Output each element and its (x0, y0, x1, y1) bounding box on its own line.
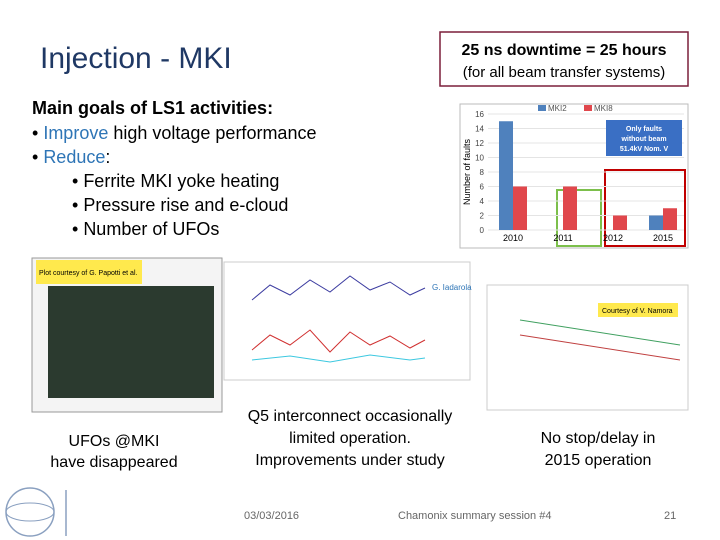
caption: have disappeared (50, 454, 177, 471)
footer-page: 21 (664, 510, 676, 522)
bar (613, 215, 627, 230)
y-tick-label: 10 (475, 154, 484, 163)
x-tick-label: 2015 (653, 233, 673, 243)
goal-text: high voltage performance (108, 123, 316, 143)
footer-date: 03/03/2016 (244, 510, 299, 522)
risetime-note-bg (598, 303, 678, 317)
goal-subitem: • Ferrite MKI yoke heating (72, 171, 279, 191)
annotation: without beam (620, 136, 666, 143)
cern-logo (5, 487, 67, 537)
footer-event: Chamonix summary session #4 (398, 510, 551, 522)
subitem-text: Number of UFOs (83, 219, 219, 239)
caption: 2015 operation (545, 452, 652, 469)
goal-text: : (105, 147, 110, 167)
summary-box (439, 31, 689, 87)
y-axis-label: Number of faults (462, 138, 472, 205)
box-subline: (for all beam transfer systems) (463, 64, 666, 81)
ufo-note-bg (36, 260, 142, 284)
subitem-text: Pressure rise and e-cloud (83, 195, 288, 215)
legend-label: MKI2 (548, 104, 567, 113)
x-tick-label: 2011 (553, 233, 572, 243)
caption: Q5 interconnect occasionally (248, 408, 453, 425)
y-tick-label: 16 (475, 110, 484, 119)
x-tick-label: 2010 (503, 233, 523, 243)
highlight-2012 (556, 189, 602, 247)
y-tick-label: 12 (475, 139, 484, 148)
goal-highlight: Reduce (43, 147, 105, 167)
bar (663, 208, 677, 230)
goal-highlight: Improve (43, 123, 108, 143)
legend-swatch (538, 105, 546, 111)
pressure-note: G. Iadarola (432, 283, 472, 292)
bar (563, 186, 577, 230)
risetime-trace (519, 319, 681, 346)
annotation-box (606, 120, 682, 156)
subitem-text: Ferrite MKI yoke heating (83, 171, 279, 191)
caption: Improvements under study (255, 452, 444, 469)
bar (513, 186, 527, 230)
risetime-trace (519, 334, 681, 361)
ufo-plot-area (48, 286, 214, 398)
slide-title: Injection - MKI (40, 42, 232, 75)
caption: UFOs @MKI (69, 433, 160, 450)
y-tick-label: 6 (480, 183, 485, 192)
bar (649, 215, 663, 230)
goal-subitem: • Number of UFOs (72, 219, 219, 239)
goals-heading: Main goals of LS1 activities: (32, 98, 273, 118)
goal-subitem: • Pressure rise and e-cloud (72, 195, 288, 215)
bar (499, 121, 513, 230)
pressure-trace (251, 354, 426, 363)
x-tick-label: 2012 (603, 233, 623, 243)
y-tick-label: 8 (480, 168, 485, 177)
legend-label: MKI8 (594, 104, 613, 113)
box-headline: 25 ns downtime = 25 hours (462, 42, 667, 59)
annotation: 51.4kV Nom. V (620, 146, 669, 153)
y-tick-label: 0 (480, 226, 485, 235)
pressure-trace (251, 329, 426, 353)
caption: No stop/delay in (541, 430, 656, 447)
ufo-note: Plot courtesy of G. Papotti et al. (39, 270, 137, 277)
y-tick-label: 2 (480, 212, 485, 221)
fault-chart: Number of faults 0 2 4 6 8 10 12 14 16 2010 2011 201… (462, 104, 684, 243)
caption: limited operation. (289, 430, 411, 447)
goal-item: • Improve high voltage performance (32, 123, 316, 143)
goal-item: • Reduce: (32, 147, 110, 167)
annotation: Only faults (626, 126, 662, 133)
pressure-plot (223, 261, 471, 381)
y-tick-label: 14 (475, 125, 484, 134)
pressure-trace (251, 275, 426, 301)
y-tick-label: 4 (480, 197, 485, 206)
legend-swatch (584, 105, 592, 111)
highlight-2015 (604, 169, 686, 247)
risetime-note: Courtesy of V. Namora (602, 308, 673, 315)
